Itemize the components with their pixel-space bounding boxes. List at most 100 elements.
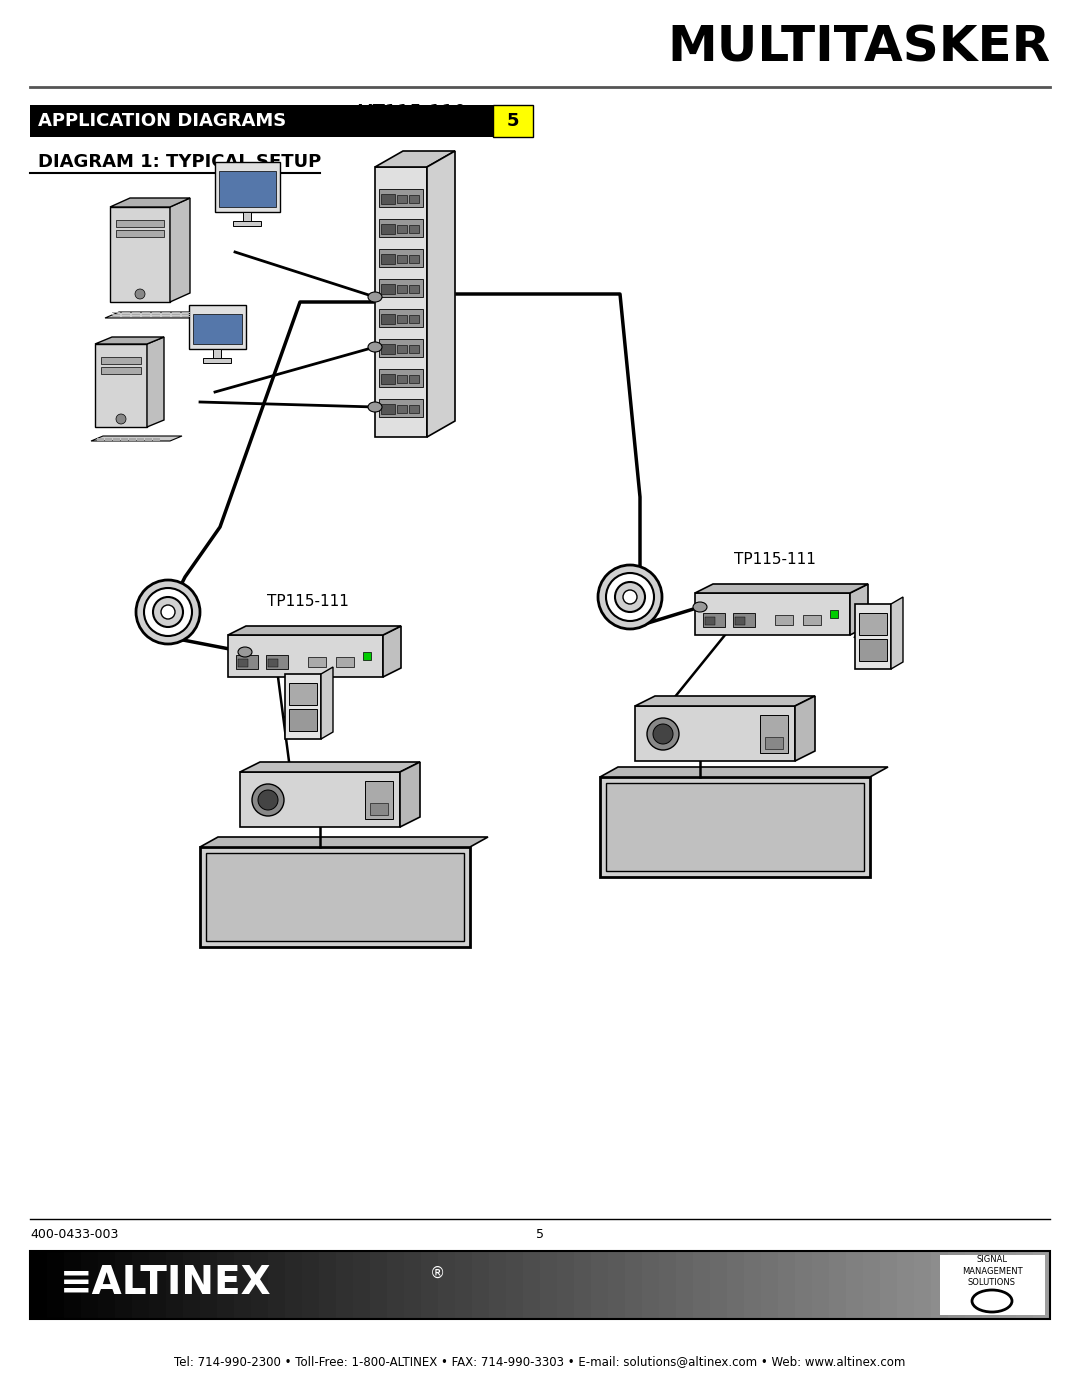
- Bar: [240, 773, 400, 827]
- Bar: [365, 781, 393, 819]
- Bar: [914, 1250, 932, 1319]
- Bar: [1032, 1250, 1051, 1319]
- Bar: [421, 1250, 438, 1319]
- Bar: [863, 1250, 881, 1319]
- Bar: [397, 314, 407, 323]
- Bar: [336, 657, 354, 666]
- Bar: [379, 339, 423, 358]
- Bar: [735, 617, 745, 624]
- Bar: [379, 249, 423, 267]
- Bar: [409, 345, 419, 353]
- Bar: [370, 1250, 388, 1319]
- Bar: [64, 1250, 82, 1319]
- Ellipse shape: [653, 724, 673, 745]
- Bar: [591, 1250, 609, 1319]
- Bar: [353, 1250, 372, 1319]
- Ellipse shape: [623, 590, 637, 604]
- Text: DIAGRAM 1: TYPICAL SETUP: DIAGRAM 1: TYPICAL SETUP: [38, 154, 321, 170]
- Ellipse shape: [258, 789, 278, 810]
- Text: TP115-111: TP115-111: [267, 595, 349, 609]
- Polygon shape: [110, 198, 190, 207]
- Bar: [676, 1250, 694, 1319]
- Bar: [102, 367, 141, 374]
- Bar: [812, 1250, 831, 1319]
- Bar: [189, 305, 246, 349]
- Bar: [472, 1250, 490, 1319]
- Bar: [30, 105, 519, 137]
- Ellipse shape: [238, 647, 252, 657]
- Bar: [733, 613, 755, 627]
- Bar: [897, 1250, 915, 1319]
- Polygon shape: [321, 666, 333, 739]
- Text: ≡ALTINEX: ≡ALTINEX: [60, 1264, 272, 1302]
- Bar: [540, 1250, 558, 1319]
- Bar: [557, 1250, 575, 1319]
- Bar: [625, 1250, 643, 1319]
- Bar: [999, 1250, 1017, 1319]
- Bar: [381, 404, 395, 414]
- Bar: [693, 1250, 711, 1319]
- Bar: [409, 256, 419, 263]
- Bar: [30, 1250, 1050, 1319]
- Bar: [319, 1250, 337, 1319]
- Bar: [855, 604, 891, 669]
- Bar: [116, 219, 164, 226]
- Bar: [268, 1250, 286, 1319]
- Bar: [438, 1250, 456, 1319]
- Ellipse shape: [161, 605, 175, 619]
- Bar: [703, 613, 725, 627]
- Ellipse shape: [647, 718, 679, 750]
- Ellipse shape: [368, 342, 382, 352]
- Bar: [302, 1250, 320, 1319]
- Bar: [659, 1250, 677, 1319]
- Bar: [397, 285, 407, 293]
- Ellipse shape: [606, 573, 654, 622]
- Bar: [397, 374, 407, 383]
- Bar: [397, 225, 407, 233]
- Polygon shape: [375, 151, 455, 168]
- Bar: [409, 285, 419, 293]
- Polygon shape: [240, 761, 420, 773]
- Polygon shape: [600, 767, 888, 777]
- Bar: [116, 231, 164, 237]
- Polygon shape: [400, 761, 420, 827]
- Ellipse shape: [116, 414, 126, 425]
- Bar: [765, 738, 783, 749]
- Polygon shape: [200, 837, 488, 847]
- Bar: [409, 225, 419, 233]
- Bar: [795, 1250, 813, 1319]
- Bar: [608, 1250, 626, 1319]
- Bar: [859, 613, 887, 636]
- Bar: [379, 309, 423, 327]
- Bar: [95, 344, 147, 427]
- Bar: [761, 1250, 779, 1319]
- Bar: [778, 1250, 796, 1319]
- Bar: [940, 1255, 1045, 1315]
- Bar: [166, 1250, 184, 1319]
- Bar: [379, 219, 423, 237]
- Bar: [705, 617, 715, 624]
- Polygon shape: [635, 696, 815, 705]
- Bar: [710, 1250, 728, 1319]
- Bar: [114, 1250, 133, 1319]
- Bar: [132, 1250, 150, 1319]
- Polygon shape: [91, 436, 183, 441]
- Bar: [375, 168, 427, 437]
- Ellipse shape: [136, 580, 200, 644]
- Bar: [110, 207, 170, 302]
- Bar: [98, 1250, 116, 1319]
- Text: MULTITASKER: MULTITASKER: [666, 22, 1050, 71]
- Bar: [600, 777, 870, 877]
- Text: Tel: 714-990-2300 • Toll-Free: 1-800-ALTINEX • FAX: 714-990-3303 • E-mail: solut: Tel: 714-990-2300 • Toll-Free: 1-800-ALT…: [174, 1355, 906, 1369]
- Ellipse shape: [598, 564, 662, 629]
- Polygon shape: [891, 597, 903, 669]
- Bar: [523, 1250, 541, 1319]
- Bar: [387, 1250, 405, 1319]
- Text: APPLICATION DIAGRAMS: APPLICATION DIAGRAMS: [38, 112, 286, 130]
- Polygon shape: [795, 696, 815, 761]
- Bar: [268, 659, 278, 666]
- Bar: [213, 349, 221, 359]
- Bar: [492, 105, 534, 137]
- Bar: [948, 1250, 966, 1319]
- Bar: [775, 615, 793, 624]
